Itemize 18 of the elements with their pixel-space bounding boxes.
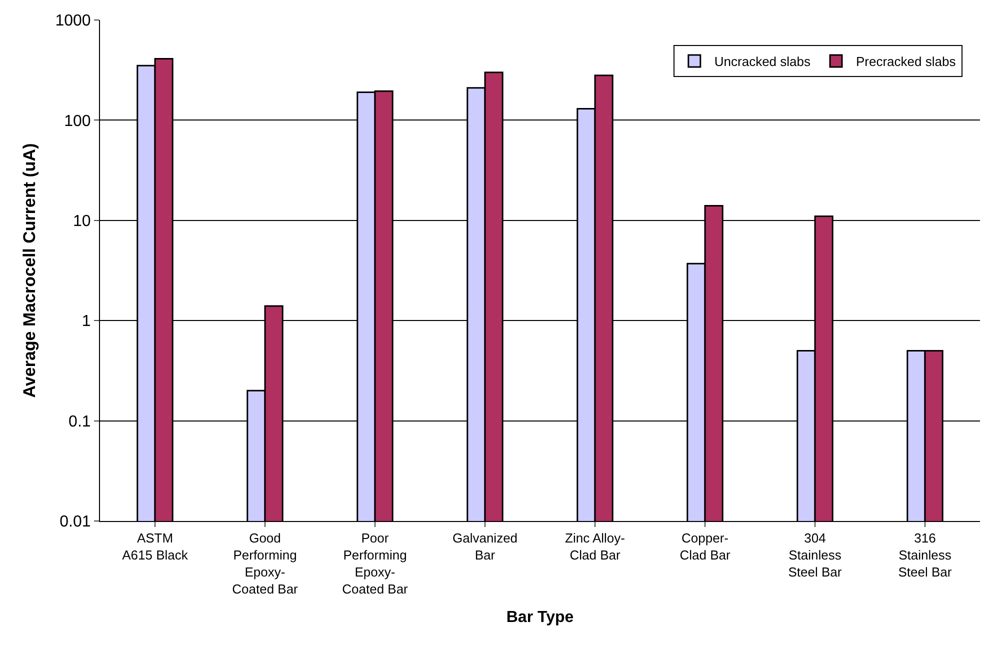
y-tick-label: 1000 [55,12,91,30]
legend-label: Uncracked slabs [714,54,811,70]
y-tick-label: 100 [64,112,91,130]
y-axis-title: Average Macrocell Current (uA) [20,143,39,398]
x-tick-label: Zinc Alloy- Clad Bar [565,530,625,562]
x-tick-label: Poor Performing Epoxy- Coated Bar [342,530,409,596]
x-tick-label: ASTM A615 Black [122,530,188,562]
legend-label: Precracked slabs [856,54,956,70]
y-tick-label: 0.1 [68,413,91,430]
x-tick-label: Copper- Clad Bar [680,530,731,562]
x-tick-label: Good Performing Epoxy- Coated Bar [232,530,299,596]
x-tick-label: 304 Stainless Steel Bar [788,530,842,580]
x-axis-title: Bar Type [506,609,574,626]
y-tick-label: 1 [82,313,91,330]
y-tick-label: 10 [73,213,91,230]
y-tick-label: 0.01 [60,514,91,531]
x-tick-label: Galvanized Bar [452,530,518,562]
x-tick-label: 316 Stainless Steel Bar [898,530,952,580]
